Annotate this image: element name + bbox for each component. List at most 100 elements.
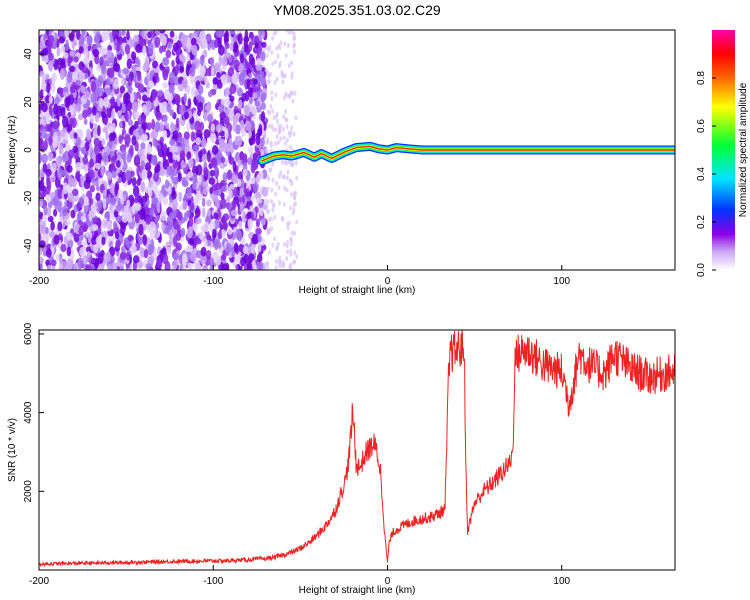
noise-speckle [167, 41, 173, 49]
noise-speckle [70, 85, 77, 93]
noise-speckle [231, 73, 238, 85]
noise-speckle [266, 139, 270, 145]
noise-speckle [163, 114, 168, 122]
noise-speckle [152, 60, 159, 69]
noise-speckle [244, 90, 250, 102]
noise-speckle [203, 129, 211, 139]
noise-speckle [254, 100, 260, 107]
noise-speckle [63, 52, 69, 59]
noise-speckle [161, 253, 169, 265]
noise-speckle [246, 261, 252, 270]
noise-speckle [224, 143, 232, 153]
noise-speckle [289, 178, 293, 184]
noise-speckle [115, 160, 121, 168]
noise-speckle [110, 96, 116, 108]
noise-speckle [285, 30, 289, 33]
noise-speckle [291, 210, 295, 216]
noise-speckle [115, 203, 122, 212]
noise-speckle [207, 208, 212, 217]
noise-speckle [98, 87, 104, 97]
noise-speckle [175, 49, 181, 58]
noise-speckle [89, 158, 94, 168]
noise-speckle [105, 131, 110, 141]
noise-speckle [97, 125, 101, 137]
noise-speckle [224, 36, 229, 43]
noise-speckle [274, 258, 278, 264]
top-y-tick-label: -40 [23, 238, 34, 253]
noise-speckle [90, 92, 97, 104]
noise-speckle [238, 63, 244, 73]
noise-speckle [195, 129, 203, 139]
noise-speckle [222, 221, 229, 231]
noise-speckle [126, 251, 130, 261]
noise-speckle [237, 32, 243, 45]
top-y-tick-label: -20 [23, 190, 34, 205]
noise-speckle [131, 135, 137, 146]
noise-speckle [181, 254, 188, 267]
noise-speckle [268, 167, 272, 173]
noise-speckle [164, 179, 170, 189]
noise-speckle [172, 253, 179, 261]
noise-speckle [121, 30, 126, 36]
noise-speckle [295, 219, 299, 225]
noise-speckle [42, 48, 48, 56]
noise-speckle [279, 136, 283, 142]
noise-speckle [67, 56, 72, 67]
noise-speckle [134, 191, 139, 204]
noise-speckle [52, 39, 57, 50]
noise-speckle [184, 141, 190, 153]
noise-speckle [289, 251, 293, 257]
noise-speckle [126, 153, 132, 163]
noise-speckle [190, 37, 197, 47]
noise-speckle [65, 96, 71, 107]
noise-speckle [154, 121, 161, 133]
noise-speckle [90, 235, 98, 246]
noise-speckle [283, 174, 287, 180]
noise-speckle [95, 236, 102, 245]
noise-speckle [220, 73, 228, 85]
noise-speckle [76, 201, 82, 210]
noise-speckle [256, 174, 261, 185]
noise-speckle [110, 213, 116, 221]
noise-speckle [134, 201, 141, 212]
noise-speckle [284, 117, 288, 123]
noise-speckle [182, 180, 189, 187]
noise-speckle [278, 173, 282, 179]
noise-speckle [169, 109, 175, 117]
noise-speckle [147, 170, 153, 179]
top-x-tick-label: 0 [385, 276, 391, 287]
noise-speckle [277, 43, 281, 49]
top-y-axis: -40 -20 0 20 40 [23, 48, 44, 253]
noise-speckle [89, 113, 95, 124]
noise-speckle [82, 156, 89, 165]
noise-speckle [66, 73, 73, 84]
noise-speckle [218, 55, 223, 67]
noise-speckle [254, 42, 259, 49]
noise-speckle [130, 244, 137, 254]
noise-speckle [279, 40, 283, 46]
noise-speckle [239, 187, 244, 198]
noise-speckle [231, 199, 237, 209]
noise-speckle [66, 246, 72, 257]
noise-speckle [152, 76, 157, 84]
noise-speckle [140, 160, 146, 169]
noise-speckle [285, 221, 289, 227]
noise-speckle [39, 152, 42, 164]
colorbar-tick-label: 0.2 [696, 215, 707, 229]
noise-speckle [183, 111, 189, 120]
noise-speckle [193, 222, 198, 233]
noise-speckle [172, 218, 179, 230]
noise-speckle [188, 110, 193, 120]
noise-speckle [260, 218, 266, 226]
noise-speckle [215, 123, 223, 133]
noise-speckle [73, 263, 78, 270]
noise-speckle [99, 98, 104, 109]
noise-speckle [133, 155, 141, 167]
noise-speckle [76, 30, 81, 40]
noise-speckle [73, 132, 78, 139]
noise-speckle [73, 56, 79, 63]
noise-speckle [169, 236, 173, 246]
noise-speckle [266, 230, 270, 236]
noise-speckle [273, 214, 277, 220]
noise-speckle [271, 35, 275, 41]
